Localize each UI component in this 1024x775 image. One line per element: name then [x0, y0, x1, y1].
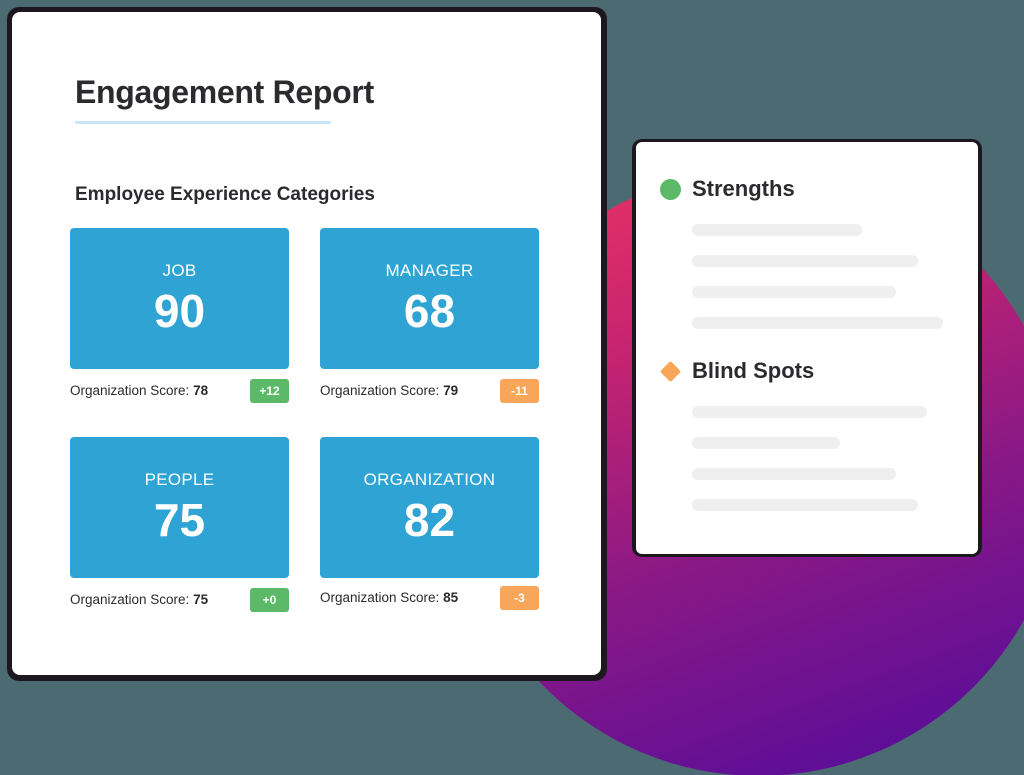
category-label: PEOPLE — [144, 470, 215, 489]
delta-badge: +12 — [250, 379, 289, 403]
delta-badge: -11 — [500, 379, 539, 403]
org-score-text: Organization Score: 75 — [70, 592, 208, 607]
blind-spots-header: Blind Spots — [659, 358, 815, 384]
delta-badge: -3 — [500, 586, 539, 610]
org-score-value: 75 — [193, 592, 209, 607]
category-score: 75 — [153, 494, 206, 546]
skeleton-line — [692, 499, 918, 511]
org-score-row-manager: Organization Score: 79 -11 — [320, 379, 539, 403]
orange-diamond-icon — [659, 360, 682, 382]
category-label: JOB — [162, 261, 197, 280]
engagement-report-card-body: Engagement Report Employee Experience Ca… — [12, 12, 601, 675]
org-score-row-organization: Organization Score: 85 -3 — [320, 586, 539, 610]
category-tile-people[interactable]: PEOPLE 75 — [70, 437, 289, 578]
org-score-text: Organization Score: 78 — [70, 383, 208, 398]
delta-badge: +0 — [250, 588, 289, 612]
green-circle-icon — [660, 178, 681, 200]
org-score-value: 85 — [443, 590, 459, 605]
title-underline — [75, 121, 331, 124]
section-subtitle: Employee Experience Categories — [75, 184, 375, 205]
org-score-label: Organization Score: — [320, 383, 440, 398]
category-label: MANAGER — [385, 261, 474, 280]
skeleton-line — [692, 286, 896, 298]
blind-spots-title: Blind Spots — [692, 358, 815, 383]
strengths-title: Strengths — [692, 176, 795, 201]
category-tile-job[interactable]: JOB 90 — [70, 228, 289, 369]
skeleton-line — [692, 224, 862, 236]
strengths-header: Strengths — [660, 176, 795, 202]
category-label: ORGANIZATION — [363, 470, 496, 489]
org-score-text: Organization Score: 85 — [320, 590, 458, 605]
engagement-report-card: Engagement Report Employee Experience Ca… — [7, 7, 607, 681]
org-score-value: 79 — [443, 383, 459, 398]
org-score-label: Organization Score: — [320, 590, 440, 605]
org-score-text: Organization Score: 79 — [320, 383, 458, 398]
category-tile-manager[interactable]: MANAGER 68 — [320, 228, 539, 369]
org-score-row-people: Organization Score: 75 +0 — [70, 588, 289, 612]
category-score: 90 — [153, 285, 206, 337]
category-score: 82 — [403, 494, 456, 546]
skeleton-line — [692, 317, 943, 329]
skeleton-line — [692, 255, 918, 267]
skeleton-line — [692, 437, 840, 449]
page-title: Engagement Report — [75, 74, 374, 110]
org-score-label: Organization Score: — [70, 592, 190, 607]
org-score-label: Organization Score: — [70, 383, 190, 398]
skeleton-line — [692, 468, 896, 480]
insights-card: Strengths Blind Spots — [632, 139, 982, 557]
skeleton-line — [692, 406, 927, 418]
org-score-value: 78 — [193, 383, 209, 398]
org-score-row-job: Organization Score: 78 +12 — [70, 379, 289, 403]
category-tile-organization[interactable]: ORGANIZATION 82 — [320, 437, 539, 578]
insights-card-body: Strengths Blind Spots — [636, 142, 978, 554]
category-score: 68 — [403, 285, 456, 337]
